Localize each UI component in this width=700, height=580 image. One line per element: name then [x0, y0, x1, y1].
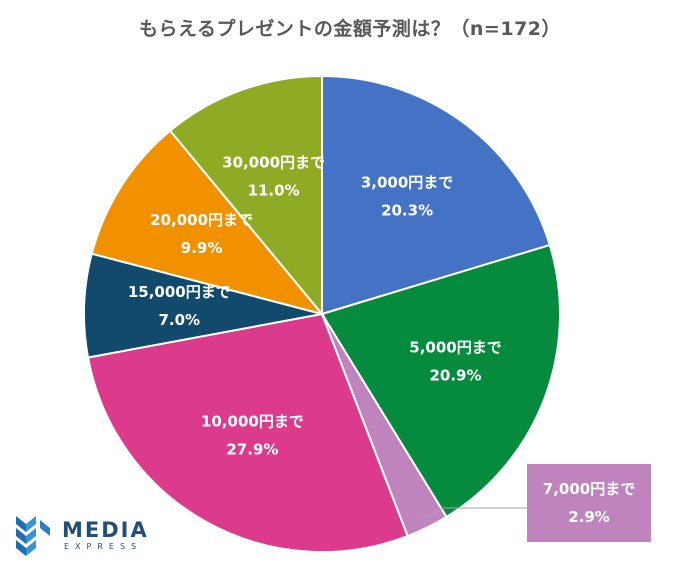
pie-slice-30000: [168, 74, 323, 317]
slice-value-5000: 20.9%: [429, 367, 481, 385]
slice-label-20000: 20,000円まで: [150, 211, 253, 229]
pie-slice-15000: [83, 252, 323, 359]
slice-label-5000: 5,000円まで: [409, 339, 501, 357]
slice-value-30000: 11.0%: [248, 182, 300, 200]
slice-label-30000: 30,000円まで: [222, 154, 325, 172]
pie-slice-20000: [90, 129, 325, 316]
slice-value-7000: 2.9%: [568, 508, 610, 526]
logo-mark-icon: [16, 516, 50, 556]
slice-label-7000: 7,000円まで: [543, 480, 635, 498]
chart-title: もらえるプレゼントの金額予測は？（n=172）: [138, 18, 562, 40]
callout-leader-line: [423, 507, 527, 520]
slice-value-15000: 7.0%: [158, 311, 200, 329]
pie-slice-5000: [320, 243, 561, 519]
slice-value-20000: 9.9%: [181, 239, 223, 257]
callout-box: [527, 464, 651, 542]
pie-slice-10000: [86, 312, 409, 553]
logo-word: MEDIA: [62, 518, 149, 542]
media-express-logo: MEDIA EXPRESS: [14, 512, 164, 562]
pie-slice-3000: [321, 74, 552, 316]
slice-value-10000: 27.9%: [226, 441, 278, 459]
slice-label-10000: 10,000円まで: [201, 413, 304, 431]
slice-label-15000: 15,000円まで: [128, 283, 231, 301]
logo-subword: EXPRESS: [64, 542, 143, 551]
slice-label-3000: 3,000円まで: [361, 173, 453, 191]
slice-value-3000: 20.3%: [381, 201, 433, 219]
